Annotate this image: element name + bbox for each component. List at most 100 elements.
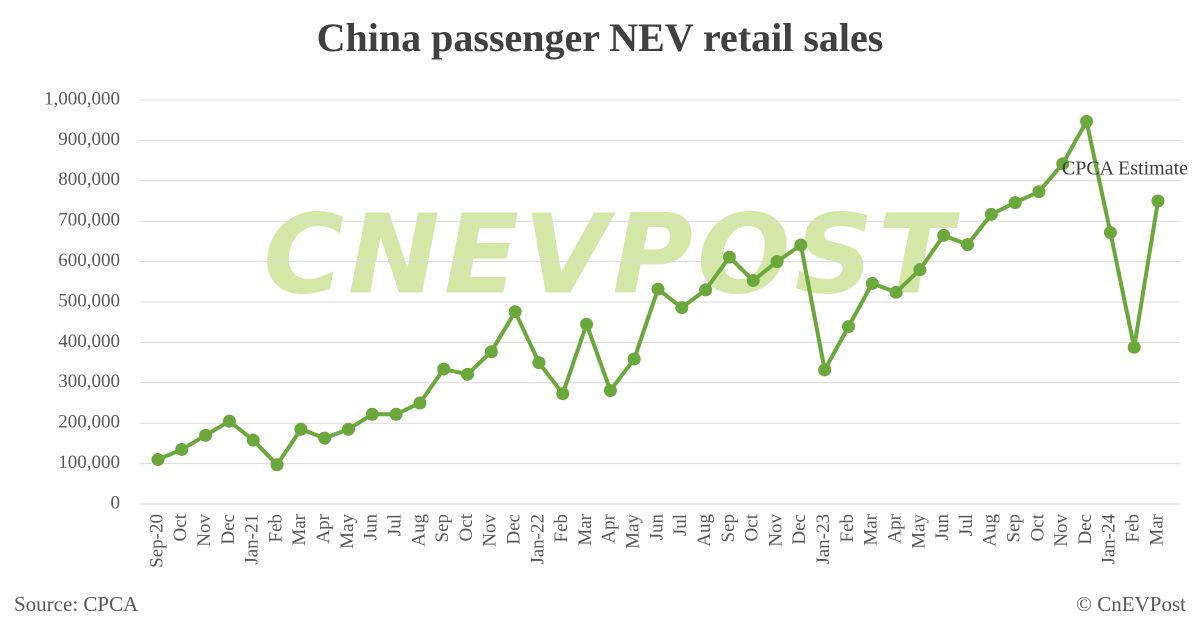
y-tick-label: 600,000 bbox=[58, 250, 120, 271]
y-tick-label: 300,000 bbox=[58, 371, 120, 392]
x-tick-label: Sep bbox=[718, 514, 739, 543]
point bbox=[437, 362, 451, 376]
x-tick-label: Jul bbox=[670, 514, 691, 536]
point bbox=[841, 320, 855, 334]
x-tick-label: Jan-24 bbox=[1099, 514, 1120, 565]
point bbox=[341, 422, 355, 436]
point bbox=[365, 407, 379, 421]
x-tick-label: Jun bbox=[932, 514, 953, 541]
y-tick-label: 400,000 bbox=[58, 331, 120, 352]
y-tick-label: 200,000 bbox=[58, 412, 120, 433]
x-tick-label: Jan-21 bbox=[242, 514, 263, 565]
x-tick-label: Feb bbox=[551, 514, 572, 543]
annotation: CPCA Estimate bbox=[1062, 158, 1188, 180]
x-tick-label: Oct bbox=[170, 513, 191, 541]
x-tick-label: Oct bbox=[742, 513, 763, 541]
y-tick-label: 800,000 bbox=[58, 169, 120, 190]
x-tick-label: May bbox=[337, 514, 358, 549]
x-tick-label: Jan-22 bbox=[527, 514, 548, 565]
point bbox=[246, 433, 260, 447]
point bbox=[818, 363, 832, 377]
point bbox=[1151, 194, 1165, 208]
x-tick-label: Aug bbox=[980, 514, 1001, 547]
x-tick-label: Nov bbox=[765, 514, 786, 547]
x-tick-label: Mar bbox=[289, 513, 310, 545]
y-tick-label: 500,000 bbox=[58, 290, 120, 311]
point bbox=[1032, 185, 1046, 199]
point bbox=[1103, 226, 1117, 240]
x-tick-label: Mar bbox=[1146, 513, 1167, 545]
chart-title: China passenger NEV retail sales bbox=[317, 15, 884, 60]
x-tick-label: Feb bbox=[265, 514, 286, 543]
x-tick-label: Feb bbox=[1123, 514, 1144, 543]
point bbox=[603, 383, 617, 397]
x-tick-label: Mar bbox=[861, 513, 882, 545]
point bbox=[294, 422, 308, 436]
point bbox=[222, 414, 236, 428]
x-tick-label: Sep bbox=[1004, 514, 1025, 543]
point bbox=[699, 283, 713, 297]
x-tick-label: May bbox=[623, 514, 644, 549]
x-tick-label: Jan-23 bbox=[813, 514, 834, 565]
point bbox=[722, 250, 736, 264]
x-tick-label: Dec bbox=[218, 514, 239, 545]
point bbox=[1008, 196, 1022, 210]
point bbox=[770, 255, 784, 269]
point bbox=[199, 428, 213, 442]
y-tick-label: 1,000,000 bbox=[44, 88, 120, 109]
x-tick-label: Feb bbox=[837, 514, 858, 543]
point bbox=[532, 356, 546, 370]
source: Source: CPCA bbox=[14, 592, 139, 616]
watermark: CNEVPOST bbox=[263, 190, 960, 318]
point bbox=[1080, 114, 1094, 128]
point bbox=[484, 345, 498, 359]
point bbox=[413, 396, 427, 410]
point bbox=[1056, 157, 1070, 171]
x-tick-label: Nov bbox=[194, 514, 215, 547]
x-tick-label: Nov bbox=[1051, 514, 1072, 547]
point bbox=[913, 263, 927, 277]
x-tick-label: Jun bbox=[361, 514, 382, 541]
point bbox=[175, 442, 189, 456]
point bbox=[889, 285, 903, 299]
x-tick-label: Apr bbox=[599, 513, 620, 543]
y-tick-label: 0 bbox=[111, 492, 121, 513]
x-tick-label: Sep bbox=[432, 514, 453, 543]
point bbox=[389, 407, 403, 421]
point bbox=[675, 301, 689, 315]
point bbox=[556, 387, 570, 401]
point bbox=[961, 238, 975, 252]
point bbox=[937, 228, 951, 242]
point bbox=[746, 274, 760, 288]
point bbox=[461, 367, 475, 381]
point bbox=[984, 207, 998, 221]
point bbox=[865, 276, 879, 290]
point bbox=[1127, 340, 1141, 354]
x-tick-label: May bbox=[908, 514, 929, 549]
x-tick-label: Oct bbox=[456, 513, 477, 541]
x-tick-label: Dec bbox=[789, 514, 810, 545]
x-tick-label: Dec bbox=[504, 514, 525, 545]
x-tick-label: Jul bbox=[384, 514, 405, 536]
point bbox=[794, 238, 808, 252]
x-tick-label: Mar bbox=[575, 513, 596, 545]
x-tick-label: Nov bbox=[480, 514, 501, 547]
x-tick-label: Dec bbox=[1075, 514, 1096, 545]
point bbox=[151, 453, 165, 467]
y-tick-label: 900,000 bbox=[58, 129, 120, 150]
x-tick-label: Sep-20 bbox=[146, 514, 167, 568]
x-tick-label: Jun bbox=[646, 514, 667, 541]
point bbox=[270, 458, 284, 472]
point bbox=[627, 352, 641, 366]
y-tick-label: 100,000 bbox=[58, 452, 120, 473]
point bbox=[318, 431, 332, 445]
x-tick-label: Aug bbox=[408, 514, 429, 547]
x-tick-label: Oct bbox=[1027, 513, 1048, 541]
x-tick-label: Apr bbox=[313, 513, 334, 543]
x-tick-label: Jul bbox=[956, 514, 977, 536]
point bbox=[508, 305, 522, 319]
point bbox=[580, 317, 594, 331]
point bbox=[651, 282, 665, 296]
